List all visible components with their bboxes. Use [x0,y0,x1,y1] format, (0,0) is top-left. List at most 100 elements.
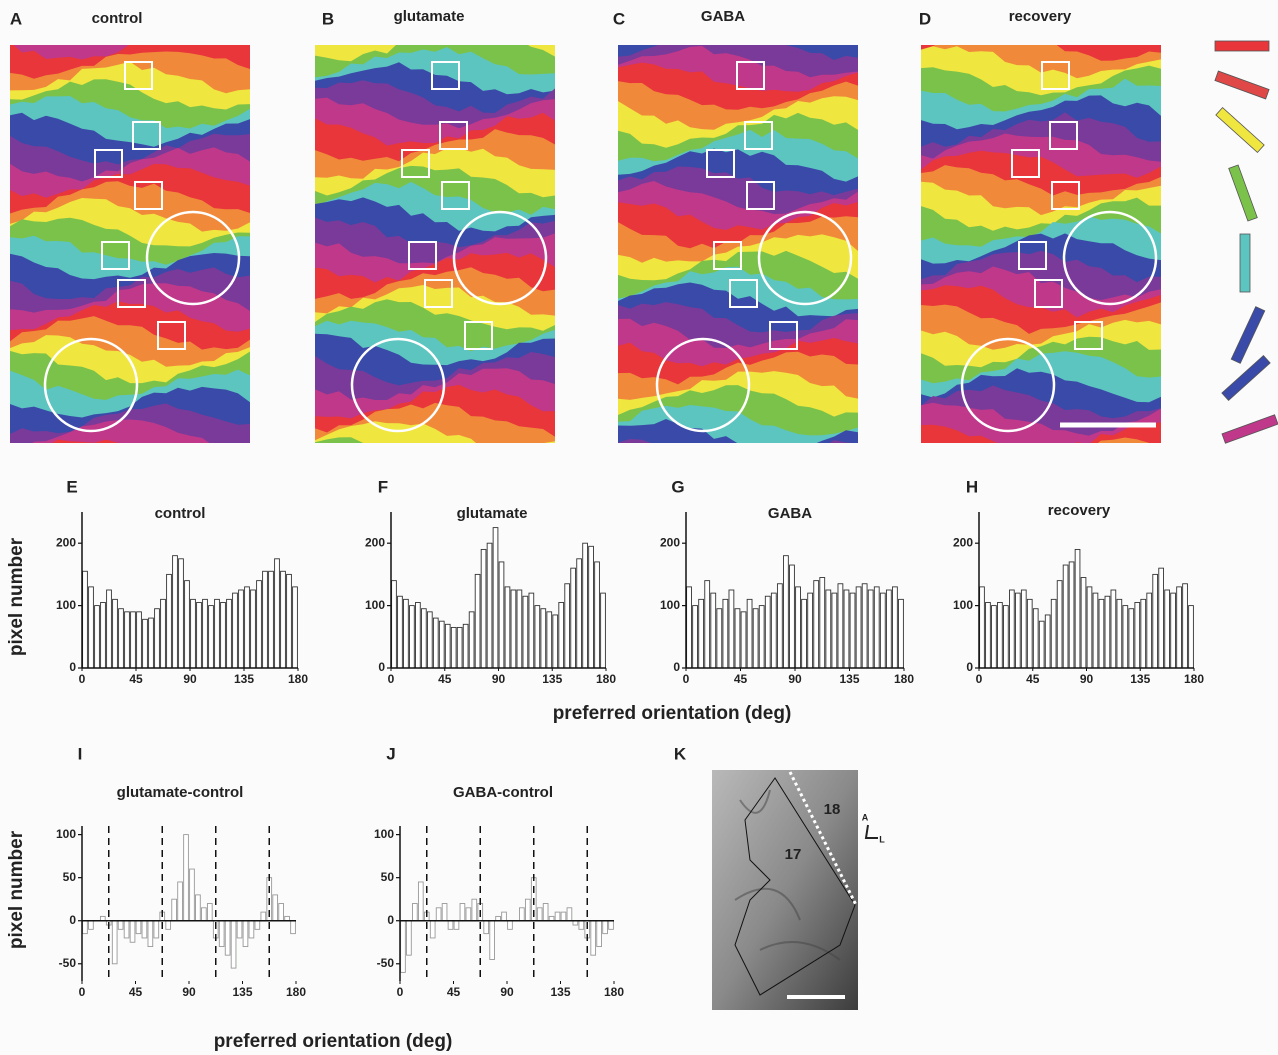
y-tick-label: 100 [374,827,394,841]
y-tick-label: 200 [660,535,680,549]
bar [1069,562,1074,668]
bar [1003,606,1008,668]
bar [814,581,819,668]
map-band [315,448,555,484]
bar [595,562,600,668]
bar [992,606,997,668]
bar [1027,599,1032,668]
bar [221,602,226,668]
bar [255,921,260,930]
chart-title: glutamate [457,505,528,522]
bar [107,590,112,668]
bar [457,627,462,668]
bar [430,921,435,938]
bar [472,899,477,921]
x-tick-label: 135 [550,985,570,999]
x-tick-label: 180 [286,985,306,999]
bar [1081,578,1086,668]
y-tick-label: 0 [69,660,76,674]
map-title: GABA [701,8,745,25]
panel-letter: C [613,9,625,28]
y-tick-label: 100 [56,827,76,841]
bar [565,584,570,668]
bar [529,593,534,668]
bar [589,546,594,668]
bar [820,578,825,668]
x-tick-label: 45 [1026,672,1040,686]
x-tick-label: 90 [788,672,802,686]
bar [796,587,801,668]
bar [269,571,274,668]
map-title: recovery [1009,8,1072,25]
bar [868,590,873,668]
x-tick-label: 45 [129,672,143,686]
bar [454,921,459,930]
area-label: 17 [785,846,802,863]
bar [771,593,776,668]
bar [257,581,262,668]
x-axis-label: preferred orientation (deg) [553,703,792,724]
x-tick-label: 180 [894,672,914,686]
x-tick-label: 0 [683,672,690,686]
bar [1105,596,1110,668]
bar [167,574,172,668]
bar [89,587,94,668]
bar [591,921,596,955]
bar [487,543,492,668]
bar [179,559,184,668]
x-tick-label: 180 [596,672,616,686]
y-tick-label: 200 [56,535,76,549]
bar [553,615,558,668]
x-tick-label: 0 [388,672,395,686]
bar [856,587,861,668]
bar [1015,593,1020,668]
y-tick-label: 50 [381,870,395,884]
bar [215,599,220,668]
x-tick-label: 135 [232,985,252,999]
figure: K 18 17 A L pixel number preferred orien… [0,0,1278,1055]
bar [747,599,752,668]
x-tick-label: 90 [183,672,197,686]
bar [95,606,100,668]
bar [407,921,412,955]
y-tick-label: 0 [378,660,385,674]
bar [89,921,94,930]
bar [998,602,1003,668]
bar [401,921,406,973]
bar [693,606,698,668]
bar [433,618,438,668]
bar [583,543,588,668]
bar [118,921,123,930]
bar [136,921,141,934]
bar [392,581,397,668]
x-tick-label: 135 [542,672,562,686]
bar [463,624,468,668]
bar [1141,599,1146,668]
bar [410,606,415,668]
bar [579,921,584,930]
y-tick-label: 0 [69,913,76,927]
bar [124,921,129,938]
bar [535,606,540,668]
bar [154,921,159,938]
bar [723,599,728,668]
bar [481,549,486,668]
x-tick-label: 135 [1130,672,1150,686]
x-tick-label: 180 [604,985,624,999]
bar [523,596,528,668]
y-tick-label: 0 [387,913,394,927]
bar [469,612,474,668]
bar [137,612,142,668]
orientation-legend [1215,41,1278,443]
bar [466,908,471,921]
bar [1057,581,1062,668]
x-tick-label: 0 [976,672,983,686]
bar [227,599,232,668]
bar [826,590,831,668]
bar [442,904,447,921]
bar [197,602,202,668]
bar [711,593,716,668]
x-tick-label: 90 [1080,672,1094,686]
map-title: glutamate [394,8,465,25]
bar [1045,615,1050,668]
